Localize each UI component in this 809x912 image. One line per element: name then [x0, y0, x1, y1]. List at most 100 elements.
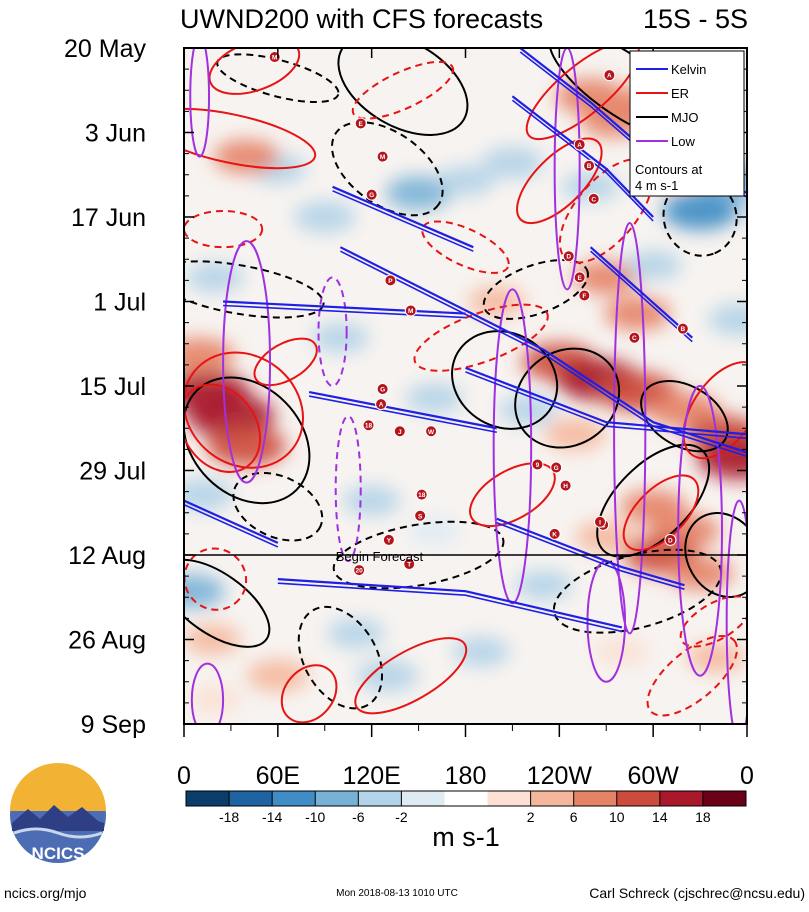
storm-marker-14: [676, 322, 689, 335]
storm-marker-label-28: D: [668, 537, 673, 544]
er-contour-7: [682, 361, 747, 460]
mjo-contour-5: [514, 347, 621, 449]
storm-marker-label-30: T: [407, 562, 411, 569]
er-contour-16: [351, 60, 455, 120]
anomaly-blob-12: [562, 171, 620, 202]
storm-marker-26: [593, 515, 606, 528]
kelvin-contour-inner-10: [308, 395, 497, 434]
kelvin-contour-inner-5: [465, 371, 747, 440]
mjo-contour-6: [640, 380, 729, 453]
storm-marker-19: [425, 425, 438, 438]
colorbar-bin-11: [659, 791, 704, 806]
storm-marker-8: [562, 250, 575, 263]
storm-marker-label-13: C: [632, 335, 637, 342]
kelvin-contour-6: [184, 499, 279, 544]
lat-band-label: 15S - 5S: [643, 4, 748, 34]
colorbar-label-3: -6: [352, 809, 365, 825]
y-tick-label-4: 15 Jul: [79, 373, 146, 401]
x-tick-label-3: 180: [445, 762, 487, 790]
storm-marker-label-3: M: [380, 154, 385, 161]
kelvin-contour-1: [511, 95, 654, 218]
anomaly-blob-16: [515, 570, 573, 601]
er-contour-14: [184, 547, 248, 611]
anomaly-blob-10: [436, 165, 495, 196]
low-contour-0: [317, 276, 348, 387]
storm-marker-label-12: M: [408, 308, 413, 315]
low-contour-8: [190, 662, 225, 724]
colorbar-label-7: 10: [609, 809, 625, 825]
er-contour-17: [421, 220, 510, 274]
storm-marker-17: [362, 419, 375, 432]
colorbar-label-1: -14: [262, 809, 282, 825]
colorbar-label-0: -18: [219, 809, 239, 825]
storm-marker-18: [393, 425, 406, 438]
anomaly-blob-13: [343, 485, 401, 516]
er-contour-2: [184, 383, 262, 473]
storm-marker-label-17: 18: [365, 423, 373, 430]
storm-marker-label-4: G: [369, 192, 374, 199]
anomaly-blob-4: [184, 478, 234, 511]
storm-marker-21: [550, 461, 563, 474]
y-tick-label-2: 17 Jun: [71, 204, 146, 232]
storm-marker-28: [664, 533, 677, 546]
er-contour-9: [354, 637, 468, 715]
colorbar-bin-7: [487, 791, 532, 806]
storm-marker-1: [603, 69, 616, 82]
storm-marker-label-24: H: [563, 483, 568, 490]
colorbar-bin-2: [272, 791, 316, 806]
legend-box: [629, 50, 745, 197]
low-contour-7: [725, 499, 747, 724]
anomaly-blob-2: [206, 426, 287, 467]
y-tick-label-8: 9 Sep: [81, 711, 146, 739]
anomaly-blob-48: [188, 685, 242, 714]
y-tick-label-6: 12 Aug: [68, 542, 146, 570]
storm-marker-4: [365, 188, 378, 201]
storm-marker-16: [375, 398, 388, 411]
x-tick-label-2: 120E: [342, 762, 400, 790]
er-contour-1: [184, 351, 304, 469]
chart-title: UWND200 with CFS forecasts: [180, 4, 543, 34]
low-contour-1: [334, 415, 362, 563]
mjo-contour-3: [184, 558, 271, 648]
storm-marker-12: [404, 304, 417, 317]
y-tick-label-5: 29 Jul: [79, 458, 146, 486]
er-contour-13: [253, 337, 318, 387]
anomaly-blob-42: [687, 642, 745, 673]
colorbar-label-2: -10: [305, 809, 325, 825]
colorbar-frame: [185, 790, 747, 807]
storm-marker-label-14: B: [681, 326, 686, 333]
kelvin-contour-10: [308, 390, 497, 430]
storm-marker-31: [353, 564, 366, 577]
kelvin-contour-inner-8: [277, 582, 623, 633]
storm-marker-label-2: E: [359, 121, 364, 128]
storm-marker-label-29: Y: [387, 537, 392, 544]
storm-marker-6: [583, 159, 596, 172]
colorbar-bin-0: [186, 791, 230, 806]
legend-note-line1: Contours at: [635, 162, 703, 177]
low-contour-6: [222, 240, 272, 484]
anomaly-blob-38: [575, 520, 638, 553]
anomaly-blob-44: [405, 383, 463, 414]
colorbar: -18 -14 -10 -6 -2 2 6 10 14 18: [185, 790, 747, 825]
anomaly-blob-14: [327, 618, 385, 649]
low-contour-2: [553, 48, 581, 291]
anomaly-blob-46: [186, 262, 244, 293]
storm-marker-label-26: I: [599, 519, 601, 526]
low-contour-5: [677, 384, 723, 677]
colorbar-bin-10: [616, 791, 661, 806]
kelvin-contour-inner-4: [223, 304, 466, 319]
anomaly-blob-27: [468, 286, 526, 317]
x-tick-label-6: 0: [740, 762, 754, 790]
storm-marker-label-6: B: [587, 163, 592, 170]
storm-marker-27: [548, 527, 561, 540]
storm-marker-label-15: G: [380, 387, 385, 394]
low-contour-3: [492, 288, 533, 605]
storm-marker-label-18: J: [398, 429, 402, 436]
anomaly-blob-40: [624, 250, 682, 281]
mjo-contour-0: [337, 48, 469, 136]
colorbar-bin-4: [358, 791, 402, 806]
y-tick-label-1: 3 Jun: [85, 120, 146, 148]
anomaly-blob-41: [708, 303, 747, 336]
low-contour-10: [189, 48, 211, 158]
